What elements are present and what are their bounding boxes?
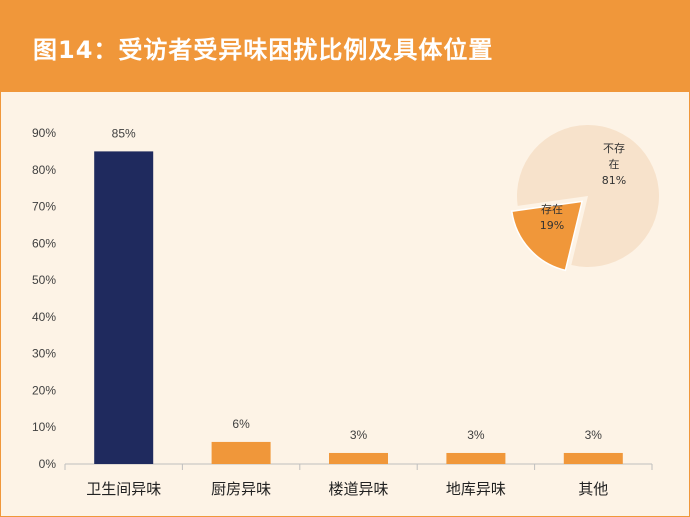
bar [329,452,388,464]
x-category-label: 卫生间异味 [86,480,161,498]
title-banner: 图14：受访者受异味困扰比例及具体位置 [0,0,690,92]
y-tick-label: 10% [32,420,56,434]
pie-label: 81% [602,174,626,187]
bar [563,452,623,464]
chart-title: 图14：受访者受异味困扰比例及具体位置 [33,36,494,64]
data-label: 3% [350,428,368,442]
y-tick-label: 30% [32,347,56,361]
bar [94,151,154,464]
data-label: 3% [585,428,603,442]
pie-chart: 不存在 81% 存在 19% [510,124,659,272]
x-category-label: 地库异味 [446,480,506,498]
y-tick-label: 0% [39,457,57,471]
y-tick-label: 60% [32,236,56,250]
x-category-label: 楼道异味 [328,480,388,498]
pie-label: 存在 [541,202,563,216]
data-label: 85% [112,126,136,140]
pie-label: 19% [540,219,564,232]
data-label: 6% [232,417,250,431]
x-category-label: 其他 [578,480,608,498]
data-label: 3% [467,428,485,442]
bar-series: 85% 6% 3% 3% 3% [94,126,623,464]
bar [211,441,271,464]
y-tick-label: 90% [32,126,56,140]
x-category-label: 厨房异味 [211,480,271,498]
bar [446,452,506,464]
y-tick-label: 20% [32,383,56,397]
pie-label: 不存 [603,141,625,155]
pie-slice-exist [510,200,584,272]
pie-slice-not-exist [517,124,659,267]
y-tick-label: 40% [32,310,56,324]
pie-label: 在 [609,158,620,171]
y-axis: 0% 10% 20% 30% 40% 50% 60% 70% 80% 90% [32,126,56,471]
y-tick-label: 70% [32,200,56,214]
y-tick-label: 80% [32,163,56,177]
y-tick-label: 50% [32,273,56,287]
x-axis: 卫生间异味 厨房异味 楼道异味 地库异味 其他 [64,463,653,498]
